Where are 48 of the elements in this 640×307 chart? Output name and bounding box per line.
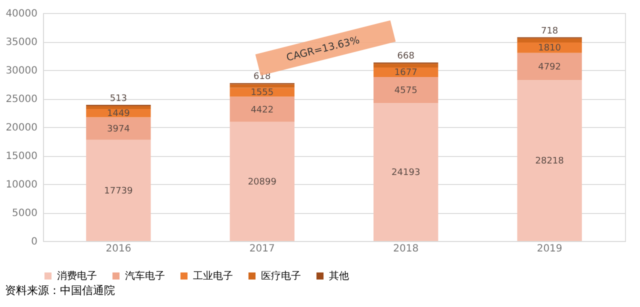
y-tick-label: 35000: [6, 37, 38, 48]
y-tick-label: 10000: [6, 180, 38, 190]
legend-label: 消费电子: [57, 270, 97, 282]
bar: [374, 64, 438, 68]
data-label: 28218: [535, 156, 564, 167]
y-tick-label: 25000: [6, 94, 38, 105]
bar: [374, 77, 438, 104]
data-label: 3974: [106, 124, 130, 135]
y-tick-label: 20000: [6, 122, 38, 134]
y-tick-label: 40000: [6, 8, 38, 20]
y-tick-label: 15000: [6, 151, 38, 162]
data-label: 618: [254, 72, 272, 82]
bar: [517, 52, 582, 80]
y-tick-label: 0: [31, 236, 38, 248]
data-label: 513: [110, 94, 128, 104]
y-tick-label: 5000: [12, 208, 38, 219]
data-label: 1677: [394, 68, 418, 78]
legend-label: 汽车电子: [125, 270, 165, 282]
data-label: 4422: [250, 105, 274, 116]
bar: [517, 80, 582, 241]
bar: [86, 117, 151, 140]
y-tick-label: 30000: [6, 66, 38, 76]
data-label: 4575: [394, 86, 418, 96]
legend-label: 其他: [329, 270, 349, 282]
data-label: 718: [540, 26, 558, 36]
bar: [517, 38, 582, 43]
data-label: 17739: [104, 186, 134, 196]
legend-label: 医疗电子: [261, 270, 301, 282]
bar: [86, 106, 151, 109]
data-label: 24193: [392, 168, 420, 178]
x-tick-label: 2019: [536, 244, 562, 254]
bar: [517, 42, 582, 53]
legend-label: 工业电子: [193, 270, 233, 282]
data-label: 668: [397, 52, 415, 62]
data-label: 20899: [248, 177, 277, 188]
data-label: 1555: [250, 88, 274, 98]
bar: [230, 122, 294, 241]
data-label: 4792: [538, 62, 562, 72]
data-label: 1810: [538, 44, 562, 54]
bar: [374, 103, 438, 241]
x-tick-label: 2018: [393, 244, 419, 254]
x-tick-label: 2017: [249, 244, 275, 254]
data-label: 1449: [106, 109, 130, 120]
x-tick-label: 2016: [106, 244, 132, 254]
text: 资料来源：中国信通院: [5, 284, 116, 297]
bar: [230, 84, 294, 88]
bar: [86, 140, 151, 241]
bar: [230, 96, 294, 122]
